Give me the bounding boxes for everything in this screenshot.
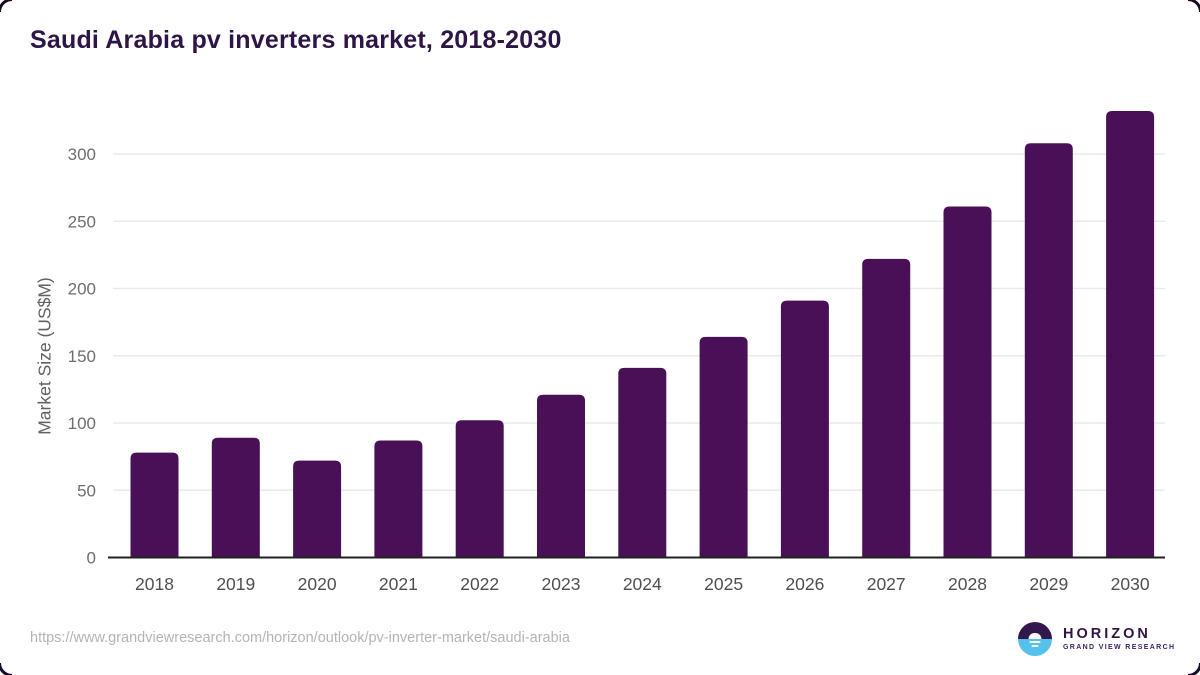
x-tick-label-2023: 2023 (542, 574, 581, 594)
logo-brand-name: HORIZON (1063, 625, 1151, 642)
y-tick-label-150: 150 (68, 347, 96, 366)
bar-2029 (1024, 143, 1073, 558)
bar-2026 (780, 300, 829, 558)
horizon-icon-sun (1028, 632, 1042, 639)
x-tick-label-2020: 2020 (298, 574, 337, 594)
x-tick-label-2030: 2030 (1111, 574, 1150, 594)
horizon-icon-ripple (1029, 641, 1041, 643)
x-tick-label-2019: 2019 (216, 574, 255, 594)
horizon-sun-icon (1018, 622, 1052, 656)
chart-title: Saudi Arabia pv inverters market, 2018-2… (30, 26, 562, 54)
y-tick-label-300: 300 (68, 145, 96, 164)
x-tick-label-2026: 2026 (785, 574, 824, 594)
brand-logo: HORIZON GRAND VIEW RESEARCH (1018, 622, 1175, 656)
bar-2018 (130, 452, 179, 558)
x-tick-label-2029: 2029 (1029, 574, 1068, 594)
y-tick-label-50: 50 (77, 481, 96, 500)
horizon-icon-sea (1018, 639, 1052, 656)
bar-2025 (699, 336, 748, 558)
source-url: https://www.grandviewresearch.com/horizo… (30, 630, 570, 646)
y-tick-label-200: 200 (68, 280, 96, 299)
bar-2022 (455, 420, 504, 558)
x-tick-label-2022: 2022 (460, 574, 499, 594)
x-tick-label-2027: 2027 (867, 574, 906, 594)
y-tick-label-250: 250 (68, 212, 96, 231)
logo-subbrand-name: GRAND VIEW RESEARCH (1063, 644, 1176, 652)
x-tick-label-2028: 2028 (948, 574, 987, 594)
bar-2023 (537, 394, 585, 558)
bar-2024 (618, 367, 667, 558)
logo-text: HORIZON GRAND VIEW RESEARCH (1063, 625, 1176, 652)
bar-2020 (293, 460, 342, 558)
bar-2030 (1106, 110, 1155, 558)
horizon-icon-ripple (1031, 645, 1039, 647)
y-tick-label-100: 100 (68, 414, 96, 433)
bar-2027 (862, 258, 911, 558)
x-tick-label-2021: 2021 (379, 574, 418, 594)
x-tick-label-2024: 2024 (623, 574, 662, 594)
x-tick-label-2025: 2025 (704, 574, 743, 594)
x-tick-label-2018: 2018 (135, 574, 174, 594)
y-tick-label-0: 0 (87, 549, 96, 568)
bar-2019 (211, 437, 260, 558)
horizon-icon-sky (1018, 622, 1052, 639)
bar-2021 (374, 440, 423, 558)
bar-2028 (943, 206, 992, 558)
